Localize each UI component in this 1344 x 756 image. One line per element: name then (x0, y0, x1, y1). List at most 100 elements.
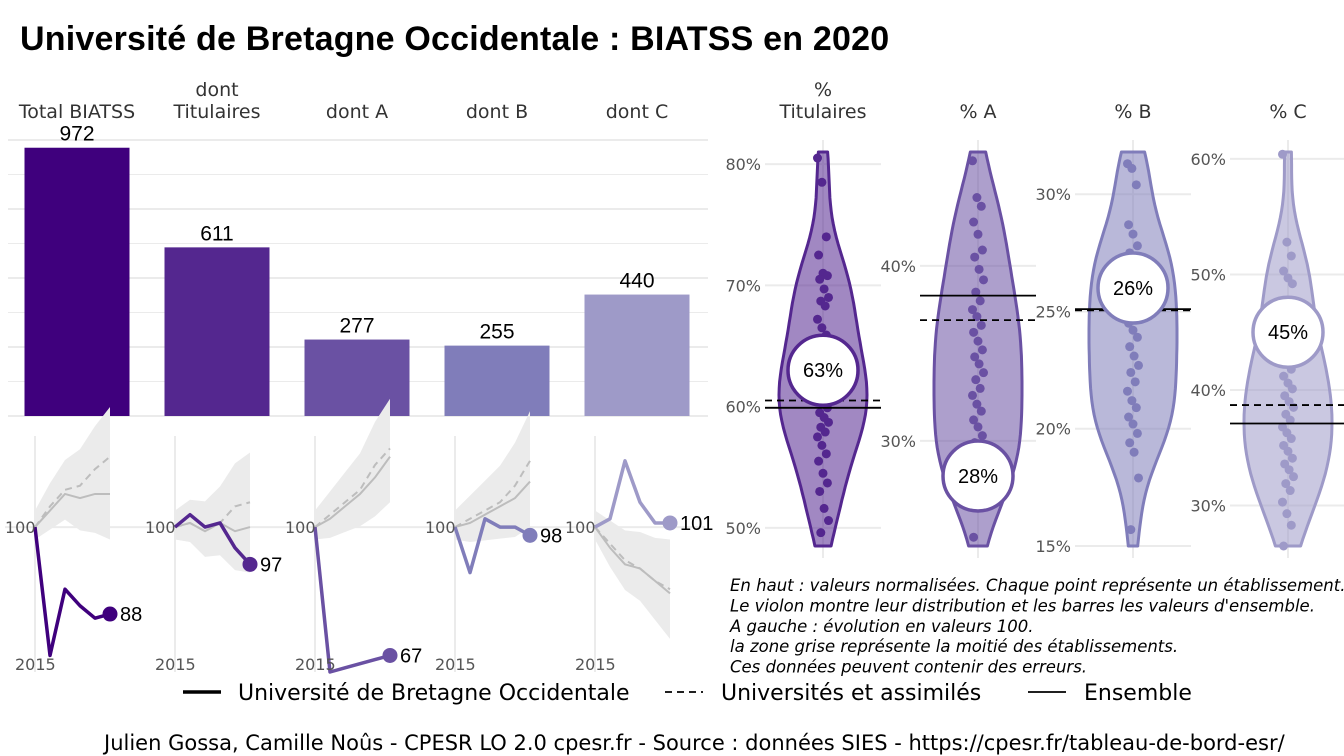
violin-point (824, 516, 833, 526)
violin-point (816, 528, 826, 538)
trend-end-point (522, 527, 538, 543)
violin-point (973, 422, 983, 432)
trend-x-tick: 2015 (155, 655, 196, 674)
violin-y-tick: 50% (1190, 265, 1226, 284)
trend-line-ubo (453, 517, 531, 575)
trend-end-point (102, 606, 118, 622)
violin-point (975, 383, 985, 393)
violin-y-tick: 30% (1035, 185, 1071, 204)
trend-line-ubo (173, 512, 252, 566)
trend-panel-tit: 97 100 2015 (145, 436, 285, 674)
legend-item: Ensemble (1028, 681, 1192, 706)
violin-point (821, 232, 831, 242)
violin-point (968, 390, 977, 400)
violin-value-label: 45% (1268, 322, 1308, 344)
violin-point (813, 153, 822, 163)
violin-point (822, 271, 832, 281)
violin-point (977, 345, 987, 355)
violin-point (969, 327, 979, 337)
violin-point (1278, 149, 1287, 159)
violin-y-tick: 70% (725, 276, 761, 295)
trend-line-ensemble (34, 492, 110, 528)
violin-y-tick: 15% (1035, 537, 1071, 556)
violin-point (815, 274, 825, 284)
violin-value-bubble (1096, 251, 1170, 325)
bar-value-label: 440 (619, 270, 654, 293)
violin-point (975, 296, 985, 306)
violin-point (979, 368, 988, 378)
violin-point (1289, 472, 1298, 482)
source-caption: Julien Gossa, Camille Noûs - CPESR LO 2.… (102, 731, 1286, 755)
violin-point (1287, 453, 1297, 463)
trend-end-label: 97 (260, 554, 282, 576)
violin-point (1282, 237, 1292, 247)
violin-y-tick: 80% (725, 155, 761, 174)
violin-point (1126, 525, 1136, 535)
violin-point (972, 399, 982, 409)
violin-value-label: 63% (803, 360, 843, 382)
trend-end-label: 88 (120, 604, 142, 626)
bar-facet-label: dont A (326, 101, 388, 123)
violin-point (817, 177, 827, 187)
trend-line-universites (454, 460, 531, 528)
trend-band (35, 407, 110, 540)
violin-point (820, 427, 830, 437)
trend-y-tick: 100 (5, 518, 36, 537)
note-line: A gauche : évolution en valeurs 100. (729, 617, 1034, 636)
violin-point (977, 245, 987, 255)
note-line: Ces données peuvent contenir des erreurs… (730, 658, 1087, 677)
trend-end-label: 67 (400, 645, 422, 667)
bar-facet-label: Total BIATSS (18, 101, 135, 123)
violin-point (1128, 229, 1138, 239)
violin-point (976, 320, 986, 330)
violin-point (814, 456, 824, 466)
violin-point (970, 352, 980, 362)
violin-facet-label: % A (959, 101, 996, 123)
legend-label: Universités et assimilés (721, 681, 981, 706)
bar-value-label: 255 (479, 321, 514, 344)
bar (584, 294, 690, 416)
violin-point (977, 431, 987, 441)
violin-point (971, 375, 981, 385)
trend-x-tick: 2015 (295, 655, 336, 674)
explanatory-note: En haut : valeurs normalisées. Chaque po… (729, 576, 1344, 677)
violin-point (974, 359, 984, 369)
violin-point (817, 440, 827, 450)
violin-value-label: 28% (958, 466, 998, 488)
chart-title: Université de Bretagne Occidentale : BIA… (20, 20, 890, 58)
bar (24, 147, 130, 416)
trend-end-point (242, 556, 258, 572)
violin-facet-label: % B (1114, 101, 1151, 123)
violin-point (1125, 342, 1135, 352)
violin-point (1125, 438, 1135, 448)
trend-panel-a: 67 100 2015 (285, 398, 425, 674)
violin-point (1131, 403, 1141, 413)
violin-point (819, 503, 829, 513)
trend-end-point (382, 647, 398, 663)
violin-point (814, 250, 824, 260)
violin-point (1127, 163, 1137, 173)
violin-point (970, 252, 980, 262)
trend-line-universites (594, 526, 671, 591)
violin-point (1287, 279, 1297, 289)
violin-point (1132, 332, 1142, 342)
trend-panel-c: 101 100 2015 (565, 436, 713, 674)
trend-band (455, 411, 530, 542)
legend-item: Universités et assimilés (665, 681, 981, 706)
violin-y-tick: 50% (725, 519, 761, 538)
trend-band (175, 452, 250, 573)
violin-point (1285, 415, 1295, 425)
trend-x-tick: 2015 (435, 655, 476, 674)
violin-point (1126, 367, 1136, 377)
violin-point (813, 432, 822, 442)
trend-panel-total: 88 100 2015 (5, 407, 145, 674)
violin-y-tick: 60% (725, 398, 761, 417)
violin-point (1123, 386, 1132, 396)
violin-panel-c: % C 30% 40% 50% 60% 45% (1190, 101, 1344, 558)
trend-line-ubo (313, 526, 391, 674)
violin-point (971, 287, 981, 297)
violin-point (1286, 434, 1296, 444)
violin-point (969, 217, 979, 227)
